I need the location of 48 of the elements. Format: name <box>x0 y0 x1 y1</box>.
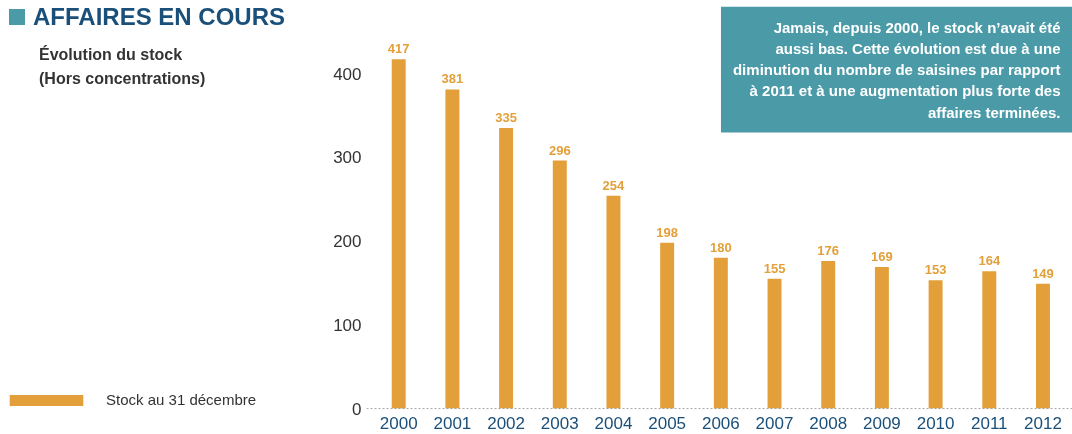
data-label: 155 <box>763 260 786 276</box>
x-tick-label: 2009 <box>863 413 901 433</box>
data-label: 180 <box>710 239 732 255</box>
x-tick-label: 2007 <box>755 413 794 433</box>
bar <box>1035 283 1050 409</box>
data-label: 254 <box>602 177 626 193</box>
bar <box>499 127 514 409</box>
data-label: 176 <box>817 243 840 259</box>
bar <box>821 261 836 409</box>
legend-label: Stock au 31 décembre <box>106 391 257 408</box>
bar <box>391 59 406 409</box>
data-label: 153 <box>924 262 947 278</box>
annotation: Jamais, depuis 2000, le stock n’avait été aussi bas. Cette évolution est due à une diminution du nombre de saisines par rapport à 2011 et à une augmentation plus forte des affaires terminées. <box>732 18 1061 121</box>
data-label: 164 <box>978 253 1001 269</box>
x-tick-label: 2002 <box>487 413 526 433</box>
data-label: 149 <box>1032 265 1054 281</box>
data-label: 381 <box>441 71 464 87</box>
y-tick-label: 200 <box>333 232 362 251</box>
data-label: 169 <box>871 248 893 264</box>
y-tick-label: 100 <box>333 315 362 335</box>
bar <box>874 266 889 409</box>
x-tick-label: 2008 <box>809 413 848 433</box>
bar <box>445 89 460 409</box>
x-tick-label: 2000 <box>379 413 418 433</box>
bar <box>552 160 567 409</box>
y-tick-label: 0 <box>352 399 362 419</box>
data-label: 296 <box>548 142 571 158</box>
data-label: 417 <box>387 41 410 57</box>
bar <box>767 278 782 409</box>
bar <box>713 257 728 409</box>
x-tick-label: 2010 <box>916 413 955 433</box>
data-label: 198 <box>656 224 679 240</box>
bar <box>982 271 997 409</box>
x-tick-label: 2003 <box>540 413 579 433</box>
text: Évolution du stock (Hors concentrations) <box>39 44 207 89</box>
x-tick-label: 2001 <box>433 413 472 433</box>
text: AFFAIRES EN COURS <box>32 3 286 30</box>
bar <box>660 242 675 409</box>
x-tick-label: 2011 <box>971 413 1008 433</box>
y-tick-label: 300 <box>333 148 362 168</box>
bar <box>928 280 943 409</box>
x-tick-label: 2004 <box>594 413 633 433</box>
x-tick-label: 2006 <box>701 413 740 433</box>
x-tick-label: 2005 <box>648 413 687 433</box>
bar <box>606 195 621 409</box>
y-tick-label: 400 <box>333 64 362 84</box>
x-tick-label: 2012 <box>1024 413 1062 433</box>
data-label: 335 <box>495 109 517 125</box>
